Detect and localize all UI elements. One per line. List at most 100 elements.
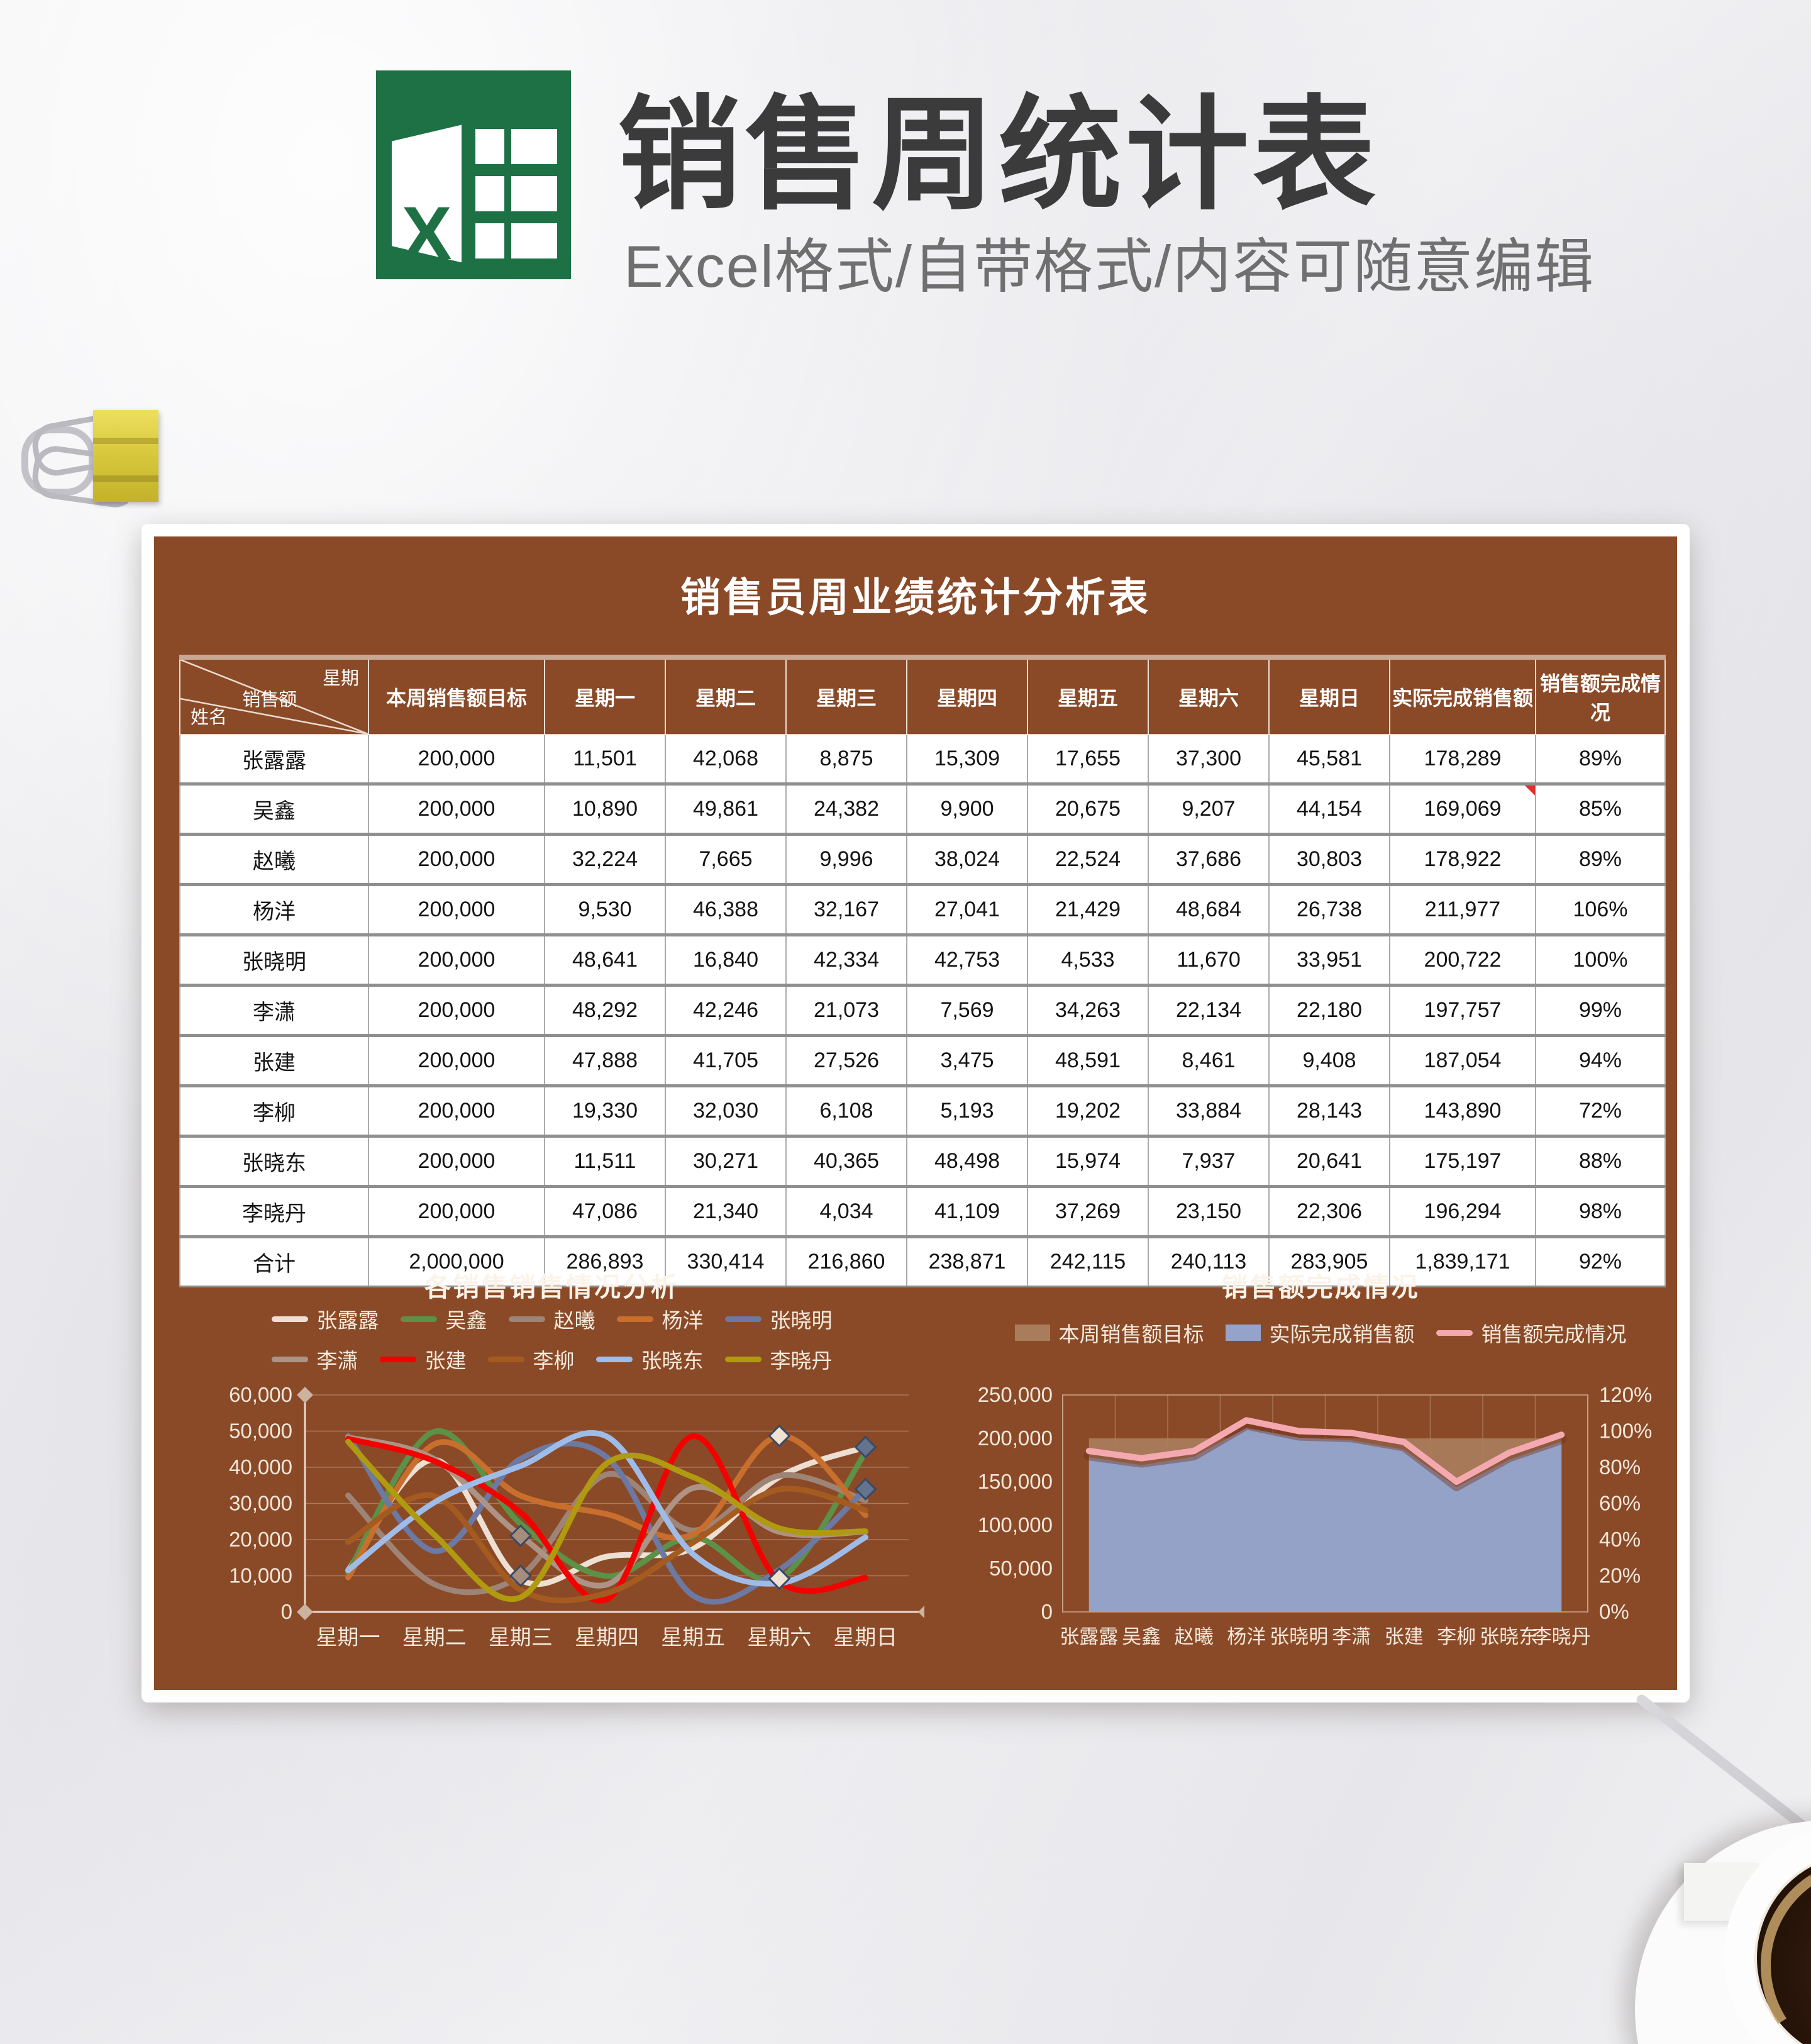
table-row: 张晓明 200,000 48,641 16,840 42,334 42,753 4,533 1… <box>179 935 1666 987</box>
legend-swatch-icon <box>1225 1325 1261 1341</box>
table-row: 杨洋 200,000 9,530 46,388 32,167 27,041 21,429 48… <box>179 884 1666 936</box>
name-cell: 李晓丹 <box>179 1186 369 1238</box>
pct-cell: 99% <box>1535 985 1666 1037</box>
value-cell: 48,591 <box>1027 1035 1149 1087</box>
excel-icon-x: X <box>401 191 452 275</box>
value-cell: 23,150 <box>1148 1186 1270 1238</box>
value-cell: 41,705 <box>665 1035 787 1087</box>
value-cell: 178,922 <box>1389 834 1536 886</box>
legend-swatch-icon <box>595 1356 633 1362</box>
value-cell: 48,641 <box>544 935 666 987</box>
legend-label: 销售额完成情况 <box>1481 1323 1627 1346</box>
value-cell: 21,340 <box>665 1186 787 1238</box>
legend-label: 李潇 <box>316 1349 358 1372</box>
value-cell: 7,937 <box>1148 1136 1270 1188</box>
value-cell: 46,388 <box>665 884 787 936</box>
legend-label: 张建 <box>424 1349 467 1372</box>
pct-cell: 89% <box>1535 735 1666 786</box>
value-cell: 200,000 <box>368 834 545 886</box>
legend-label: 杨洋 <box>662 1309 704 1332</box>
value-cell: 15,974 <box>1027 1136 1149 1188</box>
value-cell: 22,306 <box>1268 1186 1390 1238</box>
line-chart-sales-analysis: 各销售销售情况分析 张露露 吴鑫 赵曦 杨洋 张晓明 李潇 张建 李柳 张晓东 李晓丹 0 10,0… <box>179 1260 924 1678</box>
value-cell: 38,024 <box>906 834 1028 886</box>
legend-swatch-icon <box>616 1316 653 1322</box>
value-cell: 11,501 <box>544 735 666 786</box>
svg-text:120%: 120% <box>1599 1383 1652 1406</box>
value-cell: 21,073 <box>785 985 907 1037</box>
svg-text:张晓东: 张晓东 <box>1480 1626 1538 1648</box>
table-row: 张建 200,000 47,888 41,705 27,526 3,475 48,591 8,… <box>179 1035 1666 1087</box>
value-cell: 200,000 <box>368 935 545 987</box>
sales-table: 星期 销售额 姓名 本周销售额目标 星期一 星期二 星期三 星期四 星期五 星期六 星期日 实际… <box>179 655 1666 1287</box>
pct-cell: 106% <box>1535 884 1666 936</box>
value-cell: 44,154 <box>1268 784 1390 836</box>
legend-label: 张晓东 <box>641 1349 704 1372</box>
value-cell: 5,193 <box>906 1086 1028 1138</box>
legend-swatch-icon <box>487 1356 524 1362</box>
value-cell: 200,000 <box>368 985 545 1037</box>
value-cell: 200,000 <box>368 1136 545 1188</box>
table-row: 赵曦 200,000 32,224 7,665 9,996 38,024 22,524 37,… <box>179 834 1666 886</box>
legend-label: 吴鑫 <box>445 1309 487 1332</box>
table-row: 吴鑫 200,000 10,890 49,861 24,382 9,900 20,675 9,… <box>179 784 1666 836</box>
legend-label: 实际完成销售额 <box>1269 1323 1415 1346</box>
column-header: 星期六 <box>1148 657 1270 735</box>
svg-text:张建: 张建 <box>1385 1626 1424 1648</box>
value-cell: 8,875 <box>785 735 907 786</box>
excel-icon: X <box>376 70 571 279</box>
value-cell: 37,269 <box>1027 1186 1149 1238</box>
value-cell: 19,202 <box>1027 1086 1149 1138</box>
value-cell: 22,180 <box>1268 985 1390 1037</box>
svg-text:30,000: 30,000 <box>229 1492 292 1515</box>
svg-text:李晓丹: 李晓丹 <box>1532 1626 1591 1648</box>
svg-text:星期六: 星期六 <box>747 1626 811 1650</box>
value-cell: 42,334 <box>785 935 907 987</box>
table-header-row: 星期 销售额 姓名 本周销售额目标 星期一 星期二 星期三 星期四 星期五 星期六 星期日 实际… <box>179 657 1666 735</box>
column-header: 本周销售额目标 <box>368 657 545 735</box>
pct-cell: 85% <box>1535 784 1666 836</box>
value-cell: 200,000 <box>368 1035 545 1087</box>
value-cell: 40,365 <box>785 1136 907 1188</box>
value-cell: 15,309 <box>906 735 1028 786</box>
value-cell: 200,000 <box>368 784 545 836</box>
column-header: 实际完成销售额 <box>1389 657 1536 735</box>
name-cell: 杨洋 <box>179 884 369 936</box>
area-chart-completion: 销售额完成情况 本周销售额目标 实际完成销售额 销售额完成情况 0 50,000 100… <box>968 1260 1673 1678</box>
legend-swatch-icon <box>508 1316 545 1322</box>
value-cell: 47,086 <box>544 1186 666 1238</box>
value-cell: 21,429 <box>1027 884 1149 936</box>
svg-text:星期一: 星期一 <box>316 1626 380 1650</box>
legend-row: 李潇 张建 李柳 张晓东 李晓丹 <box>271 1344 833 1374</box>
binder-clip-body <box>93 410 158 502</box>
value-cell: 30,803 <box>1268 834 1390 886</box>
legend-label: 李晓丹 <box>770 1349 833 1372</box>
legend-item: 张晓明 <box>724 1304 833 1334</box>
value-cell: 45,581 <box>1268 735 1390 786</box>
value-cell: 1,839,171 <box>1389 1236 1536 1287</box>
excel-icon-sheet <box>391 125 462 263</box>
pct-cell: 89% <box>1535 834 1666 886</box>
value-cell: 200,000 <box>368 735 545 786</box>
value-cell: 20,675 <box>1027 784 1149 836</box>
pct-cell: 72% <box>1535 1086 1666 1138</box>
value-cell: 9,408 <box>1268 1035 1390 1087</box>
legend-item: 杨洋 <box>616 1304 704 1334</box>
svg-text:赵曦: 赵曦 <box>1175 1626 1214 1648</box>
value-cell: 49,861 <box>665 784 787 836</box>
value-cell: 20,641 <box>1268 1136 1390 1188</box>
value-cell: 33,884 <box>1148 1086 1270 1138</box>
svg-text:杨洋: 杨洋 <box>1227 1626 1266 1648</box>
svg-text:星期三: 星期三 <box>489 1626 553 1650</box>
table-row: 李潇 200,000 48,292 42,246 21,073 7,569 34,263 22… <box>179 985 1666 1037</box>
value-cell: 143,890 <box>1389 1086 1536 1138</box>
value-cell: 41,109 <box>906 1186 1028 1238</box>
column-header: 星期二 <box>665 657 787 735</box>
corner-label-week: 星期 <box>322 669 359 689</box>
area-chart-title: 销售额完成情况 <box>1221 1272 1420 1302</box>
svg-text:50,000: 50,000 <box>229 1419 292 1443</box>
value-cell: 286,893 <box>544 1236 666 1287</box>
value-cell: 33,951 <box>1268 935 1390 987</box>
svg-text:250,000: 250,000 <box>978 1383 1053 1406</box>
spreadsheet-card: 销售员周业绩统计分析表 星期 <box>141 524 1690 1702</box>
